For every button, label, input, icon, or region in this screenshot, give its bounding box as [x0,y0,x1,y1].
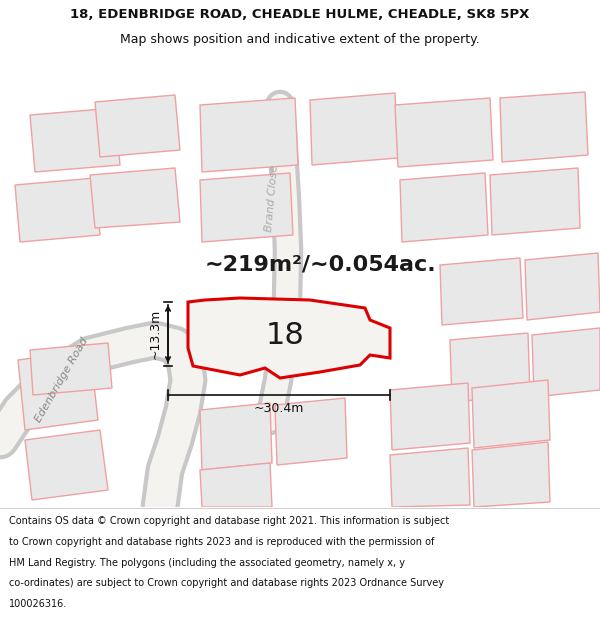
Polygon shape [90,168,180,228]
Polygon shape [15,178,100,242]
Polygon shape [310,93,398,165]
Polygon shape [390,383,470,450]
Polygon shape [188,298,390,378]
Polygon shape [218,310,308,355]
Polygon shape [490,168,580,235]
Polygon shape [30,343,112,395]
Text: 100026316.: 100026316. [9,599,67,609]
Polygon shape [532,328,600,397]
Text: to Crown copyright and database rights 2023 and is reproduced with the permissio: to Crown copyright and database rights 2… [9,537,434,547]
Text: Edenbridge Road: Edenbridge Road [34,336,91,424]
Polygon shape [400,173,488,242]
Polygon shape [440,258,523,325]
Polygon shape [30,108,120,172]
Text: Map shows position and indicative extent of the property.: Map shows position and indicative extent… [120,32,480,46]
Polygon shape [200,98,298,172]
Polygon shape [525,253,600,320]
Polygon shape [200,173,293,242]
Polygon shape [395,98,493,167]
Text: ~30.4m: ~30.4m [254,402,304,416]
Polygon shape [18,350,98,430]
Polygon shape [275,398,347,465]
Polygon shape [390,448,470,507]
Polygon shape [200,403,272,470]
Polygon shape [450,333,530,402]
Text: Brand Close: Brand Close [264,164,280,232]
Text: ~219m²/~0.054ac.: ~219m²/~0.054ac. [204,255,436,275]
Text: 18: 18 [266,321,304,351]
Polygon shape [25,430,108,500]
Text: 18, EDENBRIDGE ROAD, CHEADLE HULME, CHEADLE, SK8 5PX: 18, EDENBRIDGE ROAD, CHEADLE HULME, CHEA… [70,8,530,21]
Polygon shape [500,92,588,162]
Text: co-ordinates) are subject to Crown copyright and database rights 2023 Ordnance S: co-ordinates) are subject to Crown copyr… [9,578,444,588]
Polygon shape [95,95,180,157]
Text: HM Land Registry. The polygons (including the associated geometry, namely x, y: HM Land Registry. The polygons (includin… [9,558,405,568]
Text: ~13.3m: ~13.3m [149,309,162,359]
Polygon shape [200,463,272,507]
Polygon shape [472,380,550,448]
Text: Contains OS data © Crown copyright and database right 2021. This information is : Contains OS data © Crown copyright and d… [9,516,449,526]
Polygon shape [472,442,550,507]
